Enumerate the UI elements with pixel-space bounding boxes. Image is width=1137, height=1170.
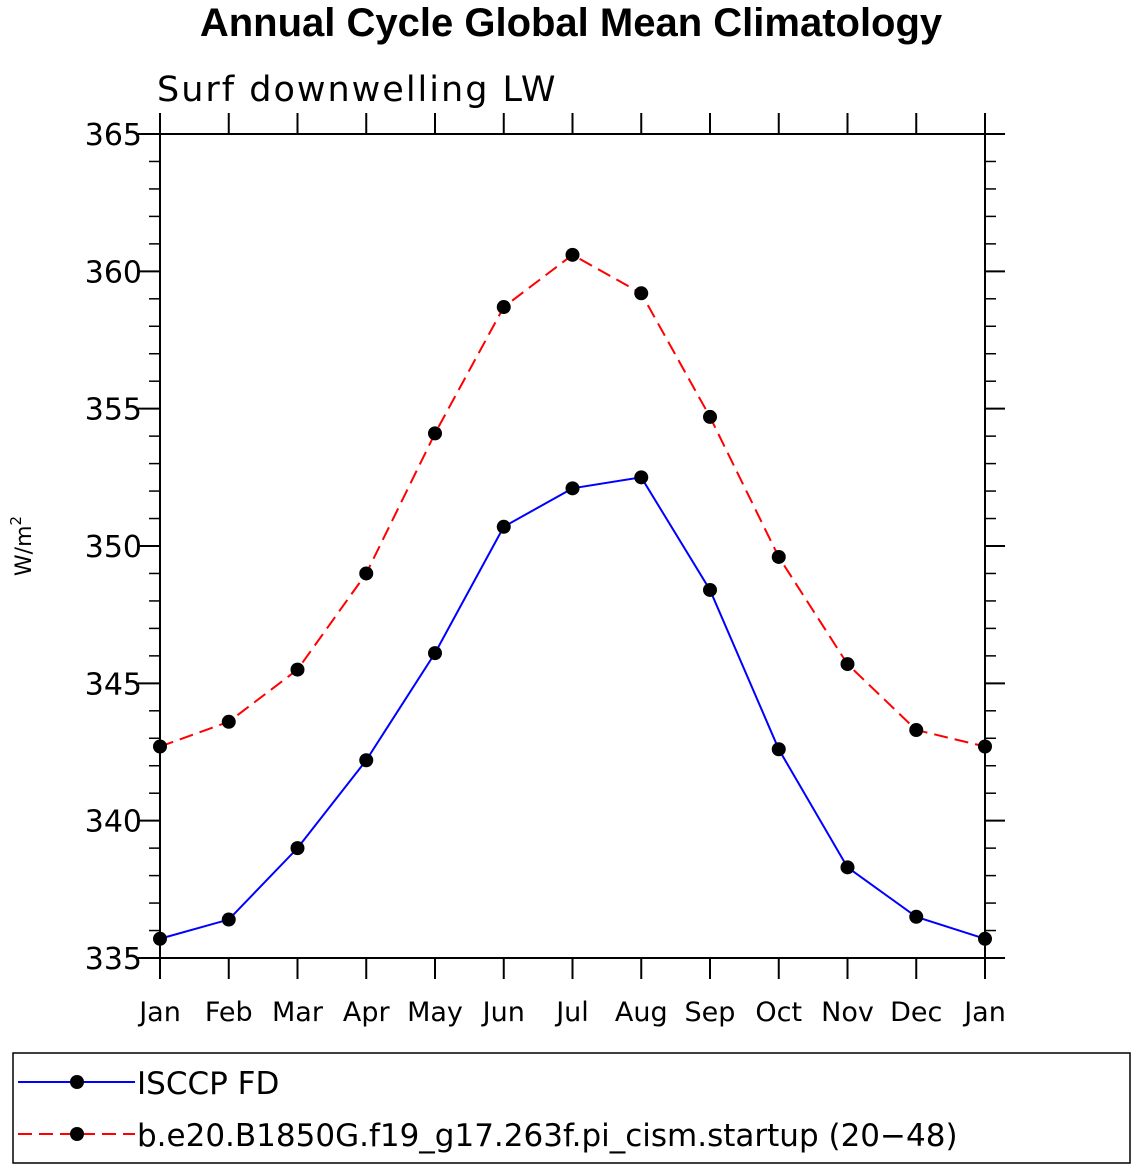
data-point-series-1 [290, 662, 305, 677]
series-line-0 [159, 476, 986, 940]
series-line-1 [159, 253, 986, 748]
data-point-series-0 [359, 753, 374, 768]
data-point-series-0 [496, 519, 511, 534]
legend-box [12, 1052, 1131, 1164]
x-tick-label: Jan [962, 997, 1006, 1028]
data-point-series-0 [840, 860, 855, 875]
data-point-series-1 [634, 286, 649, 301]
x-tick-label: Jul [554, 997, 589, 1028]
y-tick-labels: 335 340 345 350 355 360 365 [85, 118, 142, 977]
data-point-series-1 [771, 549, 786, 564]
y-axis-label: W/m2 [7, 516, 37, 576]
chart-title: Annual Cycle Global Mean Climatology [200, 1, 943, 45]
x-tick-labels: Jan Feb Mar Apr May Jun Jul Aug Sep Oct Nov Dec Jan [137, 997, 1006, 1028]
x-tick-label: Aug [615, 997, 668, 1028]
data-point-series-1 [909, 723, 924, 738]
data-point-series-1 [221, 714, 236, 729]
y-tick-label: 345 [85, 667, 142, 702]
axis-ticks [138, 113, 1005, 979]
y-tick-label: 365 [85, 118, 142, 153]
legend-marker-model [70, 1127, 84, 1141]
data-point-series-1 [565, 247, 580, 262]
x-tick-label: Sep [685, 997, 736, 1028]
x-tick-label: Feb [205, 997, 253, 1028]
x-tick-label: Oct [755, 997, 802, 1028]
data-point-series-1 [703, 409, 717, 424]
x-tick-label: Jun [481, 997, 525, 1028]
data-point-series-0 [909, 909, 924, 924]
legend-marker-isccp [70, 1075, 84, 1089]
data-point-series-1 [840, 657, 855, 672]
legend: ISCCP FD b.e20.B1850G.f19_g17.263f.pi_ci… [12, 1052, 1131, 1164]
legend-label-model: b.e20.B1850G.f19_g17.263f.pi_cism.startu… [137, 1118, 958, 1154]
y-tick-label: 355 [85, 393, 142, 428]
y-tick-label: 350 [85, 530, 142, 565]
data-point-series-0 [428, 646, 442, 661]
data-point-series-0 [703, 582, 717, 597]
data-point-series-1 [359, 566, 374, 581]
x-tick-label: Mar [272, 997, 324, 1028]
x-tick-label: Nov [821, 997, 874, 1028]
x-tick-label: Dec [890, 997, 942, 1028]
data-point-series-1 [428, 426, 442, 441]
data-point-series-0 [771, 742, 786, 757]
series-layer [153, 247, 992, 946]
data-point-series-0 [565, 481, 580, 496]
data-point-series-0 [634, 470, 649, 485]
y-tick-label: 340 [85, 805, 142, 840]
y-axis-label-unit: W/m [12, 525, 37, 576]
data-point-series-0 [290, 841, 305, 856]
legend-label-isccp: ISCCP FD [137, 1066, 279, 1102]
y-axis-label-superscript: 2 [7, 516, 25, 526]
chart-subtitle: Surf downwelling LW [157, 70, 557, 110]
x-tick-label: Apr [343, 997, 391, 1028]
x-tick-label: May [407, 997, 463, 1028]
data-point-series-1 [496, 300, 511, 315]
x-tick-label: Jan [137, 997, 181, 1028]
plot-frame [159, 133, 986, 959]
y-tick-label: 360 [85, 255, 142, 290]
data-point-series-0 [221, 912, 236, 927]
y-tick-label: 335 [85, 942, 142, 977]
